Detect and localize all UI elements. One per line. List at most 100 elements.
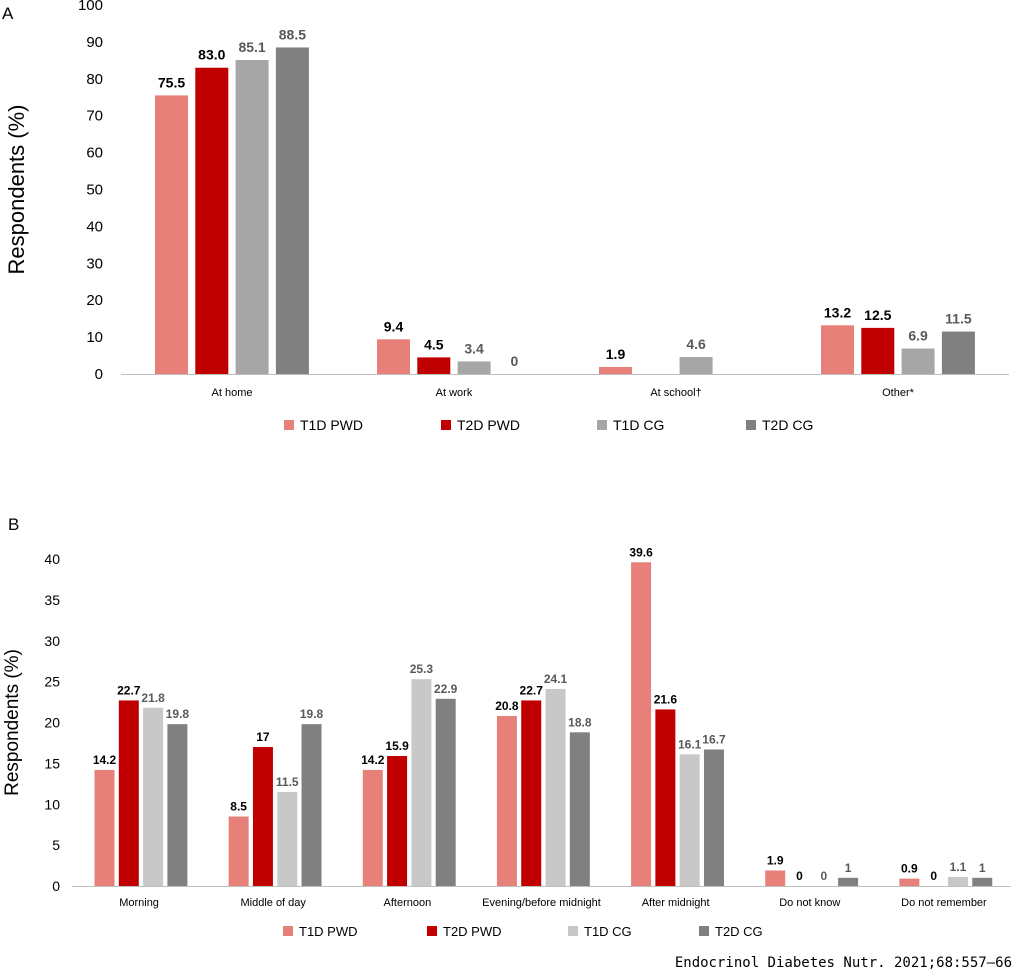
chart-a-legend-label: T1D PWD [300, 417, 363, 433]
chart-b-data-label: 24.1 [544, 672, 568, 686]
chart-b-data-label: 0 [796, 869, 803, 883]
chart-a-bar [195, 67, 229, 374]
chart-b-legend-swatch [283, 926, 293, 936]
chart-a-data-label: 88.5 [279, 26, 306, 42]
chart-b-data-label: 19.8 [300, 707, 324, 721]
chart-a-data-label: 6.9 [908, 328, 928, 344]
chart-a-data-label: 75.5 [158, 74, 185, 90]
chart-a-data-label: 85.1 [238, 39, 265, 55]
chart-a-category-label: At home [212, 387, 253, 399]
chart-a-data-label: 4.5 [424, 336, 444, 352]
chart-a-bar [377, 339, 410, 374]
chart-a-bar [457, 361, 491, 374]
chart-b-bar [411, 679, 432, 886]
chart-b-data-label: 0.9 [901, 862, 918, 876]
chart-a-bar [861, 327, 895, 374]
chart-b-legend-label: T1D PWD [299, 924, 358, 939]
chart-a-y-tick: 0 [95, 366, 103, 383]
chart-b-legend-label: T2D PWD [443, 924, 502, 939]
chart-b-bar [435, 698, 456, 886]
chart-a-y-tick: 50 [86, 182, 103, 199]
citation: Endocrinol Diabetes Nutr. 2021;68:557–66 [674, 955, 1012, 971]
chart-b-bar [679, 754, 700, 886]
chart-a-data-label: 3.4 [464, 340, 484, 356]
chart-b-legend-swatch [427, 926, 437, 936]
chart-b-data-label: 19.8 [166, 707, 190, 721]
chart-a-data-label: 83.0 [198, 47, 225, 63]
chart-a-y-tick: 70 [86, 108, 103, 125]
chart-a-category-label: At school† [650, 387, 701, 399]
chart-a-legend-swatch [746, 420, 756, 430]
chart-b-y-tick: 0 [52, 878, 60, 894]
chart-b-data-label: 22.9 [434, 682, 458, 696]
chart-b-category-label: Do not remember [901, 897, 987, 909]
chart-b-bar [143, 707, 164, 886]
chart-b-data-label: 22.7 [117, 683, 141, 697]
chart-a-bar [821, 325, 854, 374]
chart-b-data-label: 1.1 [950, 860, 967, 874]
chart-b-bar [947, 877, 968, 886]
chart-b-legend-label: T2D CG [715, 924, 763, 939]
chart-b-data-label: 1 [845, 861, 852, 875]
chart-b-category-label: Afternoon [384, 897, 432, 909]
chart-b-y-axis-label: Respondents (%) [2, 649, 23, 796]
chart-b-data-label: 14.2 [361, 753, 385, 767]
chart-b-data-label: 39.6 [629, 545, 653, 559]
chart-b-y-tick: 15 [44, 755, 60, 771]
chart-b-data-label: 0 [930, 869, 937, 883]
chart-b-bar [838, 877, 859, 886]
chart-b-data-label: 21.8 [141, 691, 165, 705]
chart-b-bar [899, 878, 920, 886]
chart-b-legend-swatch [699, 926, 709, 936]
chart-b-data-label: 21.6 [654, 692, 678, 706]
chart-a-legend-label: T1D CG [613, 417, 664, 433]
chart-b-data-label: 22.7 [520, 683, 544, 697]
chart-b-y-tick: 35 [44, 592, 60, 608]
chart-b-bar [655, 709, 676, 886]
chart-b-bar [703, 749, 724, 886]
chart-b-data-label: 15.9 [385, 739, 409, 753]
chart-a-y-tick: 20 [86, 292, 103, 309]
chart-a-y-tick: 30 [86, 255, 103, 272]
chart-b-y-tick: 10 [44, 796, 60, 812]
chart-b-category-label: After midnight [642, 897, 710, 909]
chart-b-bar [277, 791, 298, 886]
chart-b-bar [94, 769, 115, 886]
chart-b-data-label: 25.3 [410, 662, 434, 676]
chart-b-bar [252, 747, 273, 886]
chart-b-legend-swatch [568, 926, 578, 936]
chart-b-data-label: 8.5 [230, 800, 247, 814]
chart-a-bar [941, 331, 975, 374]
chart-a-data-label: 1.9 [606, 346, 626, 362]
chart-a-data-label: 11.5 [945, 311, 972, 327]
panel-b-letter: B [8, 515, 19, 534]
chart-b-bar [545, 688, 566, 886]
chart-b-y-tick: 20 [44, 715, 60, 731]
chart-a-bar [155, 95, 188, 374]
chart-b-data-label: 0 [820, 869, 827, 883]
chart-a-data-label: 13.2 [824, 304, 851, 320]
chart-a-y-tick: 100 [78, 0, 103, 14]
chart-a-bar [275, 47, 309, 375]
chart-b-category-label: Middle of day [240, 897, 306, 909]
chart-a-legend-swatch [597, 420, 607, 430]
chart-b-data-label: 17 [256, 730, 270, 744]
chart-b-category-label: Do not know [779, 897, 840, 909]
chart-b-bar [228, 816, 249, 886]
chart-b-category-label: Evening/before midnight [482, 897, 601, 909]
chart-b-bar [765, 870, 786, 886]
chart-a-bar [679, 357, 713, 374]
chart-b-data-label: 20.8 [495, 699, 519, 713]
chart-b-category-label: Morning [119, 897, 159, 909]
chart-a-bar [901, 348, 935, 374]
chart-b-bar [972, 877, 993, 886]
chart-a-bar [417, 357, 451, 374]
chart-b-bar [301, 724, 322, 886]
chart-b-y-tick: 5 [52, 837, 60, 853]
chart-b-data-label: 11.5 [276, 775, 299, 789]
chart-a-y-axis-label: Respondents (%) [4, 105, 29, 275]
chart-a-category-label: Other* [882, 387, 915, 399]
chart-b-legend-label: T1D CG [584, 924, 632, 939]
chart-a-legend-swatch [441, 420, 451, 430]
chart-a-legend-swatch [284, 420, 294, 430]
